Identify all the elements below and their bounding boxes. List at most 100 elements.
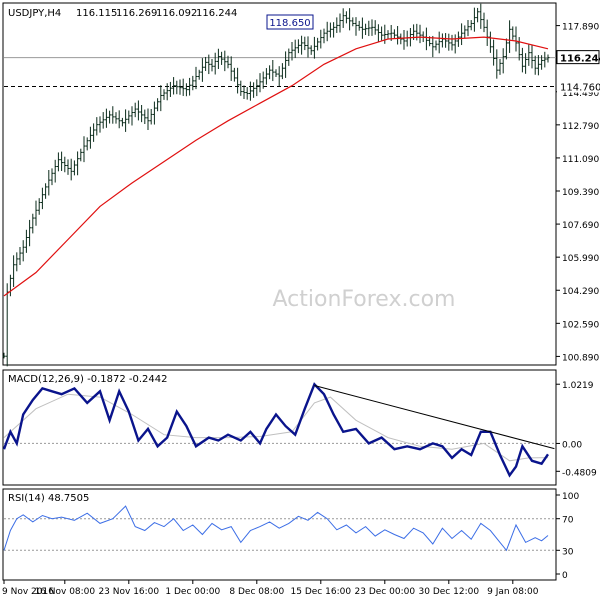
price-bar (85, 137, 89, 151)
price-bar (533, 55, 537, 75)
ohlc-close: 116.244 (196, 8, 237, 19)
price-bar (159, 85, 163, 112)
macd-panel-frame (2, 369, 557, 486)
price-bar (168, 81, 172, 97)
price-bar (268, 65, 272, 80)
price-bar (303, 36, 307, 51)
price-bar (405, 30, 409, 47)
price-bar (344, 11, 348, 24)
macd-axis-ticks: 1.0219 0.00 -0.4809 (556, 381, 597, 478)
price-bar (242, 85, 246, 100)
price-bar (386, 30, 390, 40)
rsi-tick-label: 100 (562, 492, 579, 502)
last-price-label: 116.244 (560, 54, 600, 65)
price-bar (210, 59, 214, 72)
price-bar (514, 26, 518, 52)
rsi-line (3, 505, 549, 552)
price-bar (351, 17, 355, 27)
ohlc-low: 116.092 (156, 8, 197, 19)
price-tick-label: 109.390 (562, 188, 599, 198)
rsi-tick-label: 70 (562, 516, 574, 526)
price-bar (396, 26, 400, 45)
price-bar (53, 159, 57, 183)
macd-tick-label: -0.4809 (562, 468, 597, 478)
price-bar (2, 352, 6, 359)
price-bar (248, 81, 252, 101)
price-bar (456, 31, 460, 47)
watermark: ActionForex.com (273, 287, 456, 312)
price-bar (98, 116, 102, 133)
price-bar (296, 39, 300, 54)
price-bar (338, 13, 342, 33)
price-bar (28, 219, 32, 247)
price-bar (226, 55, 230, 69)
price-bar (66, 159, 70, 175)
price-bar (418, 24, 422, 44)
price-bar (504, 38, 508, 60)
price-bar (232, 67, 236, 82)
price-tick-label: 100.890 (562, 353, 599, 363)
price-bar (152, 101, 156, 125)
price-bar (306, 36, 310, 58)
price-bar (399, 33, 403, 45)
price-bar (258, 73, 262, 93)
price-bar (76, 151, 80, 176)
price-bar (447, 33, 451, 51)
price-bar (508, 20, 512, 53)
price-bar (466, 20, 470, 37)
macd-trendline (314, 385, 555, 450)
peak-price-box (266, 14, 314, 30)
symbol-header: USDJPY,H4 (8, 8, 61, 19)
price-bar (332, 22, 336, 38)
price-bar (200, 58, 204, 82)
price-tick-label: 117.890 (562, 23, 599, 33)
price-bar (18, 246, 22, 266)
price-bar (127, 110, 131, 124)
price-bar (124, 109, 128, 132)
price-bar (424, 27, 428, 51)
price-bar (178, 79, 182, 95)
price-tick-label: 112.790 (562, 122, 599, 132)
price-bar (15, 252, 19, 272)
price-bar (37, 198, 41, 215)
ohlc-readout: 116.115 116.269 116.092 116.244 (76, 8, 237, 19)
price-bar (111, 106, 115, 124)
price-bar (402, 30, 406, 50)
price-bar (82, 136, 86, 163)
price-bar (236, 67, 240, 94)
price-bar (172, 77, 176, 95)
price-bar (162, 89, 166, 100)
price-bar (293, 39, 297, 59)
price-bar (104, 108, 108, 128)
macd-signal-line (3, 393, 549, 462)
price-bar (460, 23, 464, 46)
price-bar (197, 69, 201, 80)
price-bar (220, 51, 224, 65)
time-tick-label: 16 Nov 08:00 (34, 587, 95, 597)
price-bar (287, 48, 291, 66)
price-tick-label: 102.590 (562, 320, 599, 330)
price-axis-ticks: 117.890 114.490 112.790 111.090 109.390 107.6… (556, 23, 599, 363)
price-bar (120, 117, 124, 127)
price-bar (181, 78, 185, 96)
price-bar (463, 25, 467, 39)
price-bar (5, 283, 9, 367)
price-bar (540, 55, 544, 70)
price-bar (60, 151, 64, 172)
price-bar (440, 33, 444, 48)
price-bar (434, 40, 438, 51)
price-bar (373, 20, 377, 35)
price-bar (136, 100, 140, 121)
support-label: 114.760 (560, 83, 600, 94)
price-bar (312, 36, 316, 59)
price-bar (274, 69, 278, 77)
price-bar (444, 33, 448, 48)
time-tick-label: 23 Nov 16:00 (98, 587, 159, 597)
price-bar (482, 12, 486, 33)
time-tick-label: 9 Nov 2016 (2, 587, 54, 597)
peak-price-label: 118.650 (269, 18, 310, 29)
ohlc-open: 116.115 (76, 8, 117, 19)
price-bar (101, 112, 105, 129)
